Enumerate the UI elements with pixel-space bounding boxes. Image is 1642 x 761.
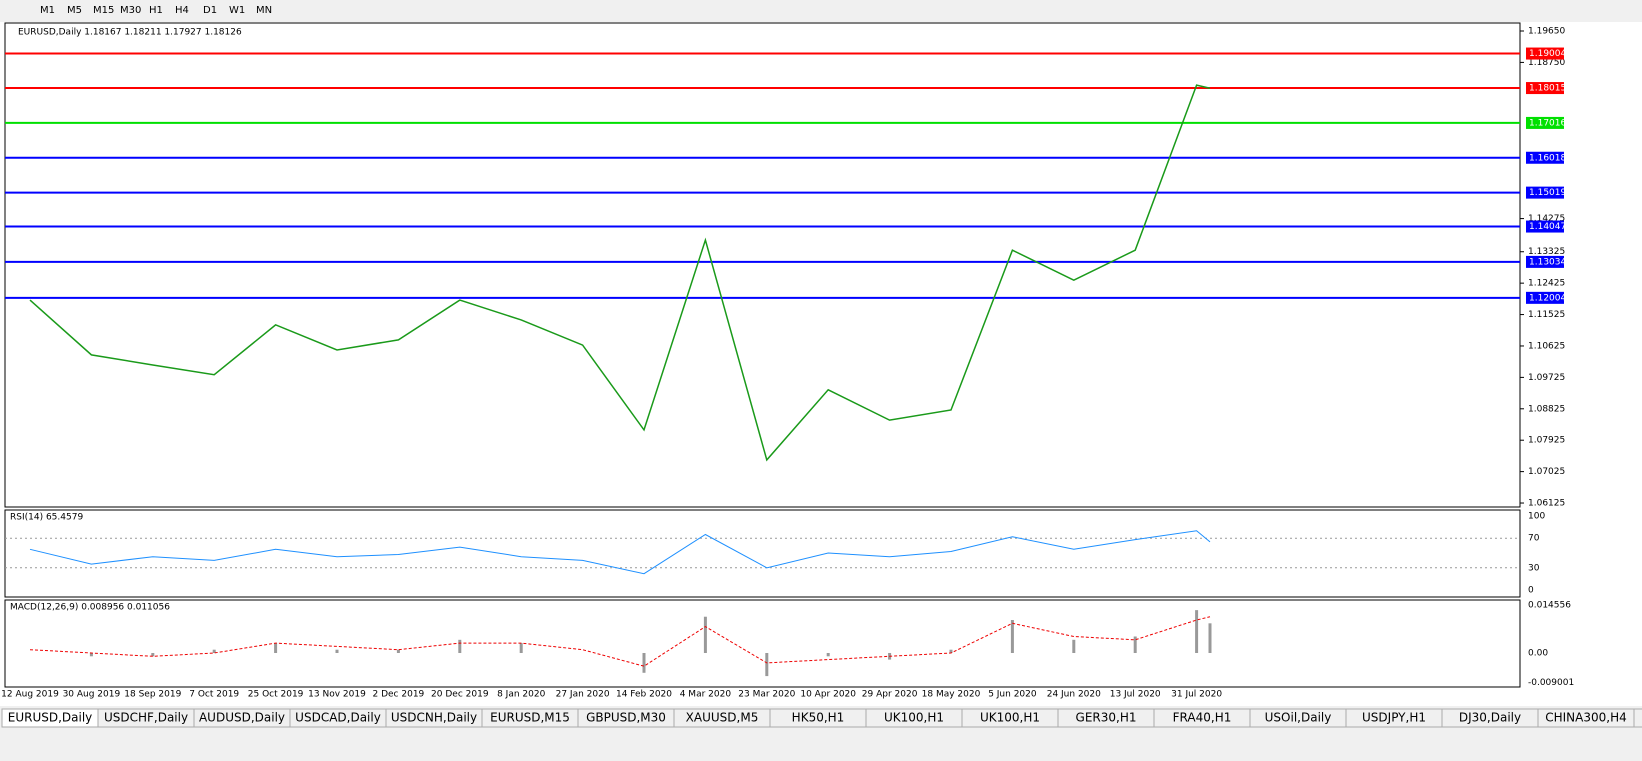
date-label: 8 Jan 2020 — [497, 690, 545, 700]
timeframe-button[interactable]: MN — [256, 5, 272, 16]
level-label: 1.18015 — [1529, 84, 1566, 94]
macd-panel — [4, 599, 1521, 688]
tab-label[interactable]: USOil,Daily — [1265, 711, 1332, 725]
date-label: 18 May 2020 — [922, 690, 981, 700]
rsi-header: RSI(14) 65.4579 — [10, 513, 83, 523]
date-label: 30 Aug 2019 — [63, 690, 121, 700]
date-label: 10 Apr 2020 — [800, 690, 856, 700]
price-tick-label: 1.11525 — [1528, 310, 1565, 320]
date-label: 12 Aug 2019 — [1, 690, 59, 700]
tab-label[interactable]: EURUSD,Daily — [8, 711, 93, 725]
level-label: 1.14047 — [1529, 222, 1566, 232]
rsi-tick-label: 0 — [1528, 586, 1534, 596]
tab-label[interactable]: HK50,H1 — [792, 711, 845, 725]
date-label: 5 Jun 2020 — [988, 690, 1037, 700]
level-label-box — [1526, 47, 1564, 60]
macd-header: MACD(12,26,9) 0.008956 0.011056 — [10, 603, 170, 613]
timeframe-button[interactable]: W1 — [229, 5, 245, 16]
timeframe-button[interactable]: H1 — [149, 5, 163, 16]
rsi-line — [29, 530, 1211, 575]
macd-tick-label: 0.00 — [1528, 649, 1548, 659]
date-label: 13 Nov 2019 — [308, 690, 366, 700]
rsi-tick-label: 100 — [1528, 512, 1545, 522]
price-tick-label: 1.10625 — [1528, 341, 1565, 351]
tab[interactable] — [1633, 708, 1642, 728]
level-label-box — [1526, 151, 1564, 164]
level-label-box — [1526, 291, 1564, 304]
tab-label[interactable]: USDCHF,Daily — [104, 711, 188, 725]
price-tick-label: 1.19650 — [1528, 27, 1565, 37]
tab-label[interactable]: DJ30,Daily — [1459, 711, 1521, 725]
price-tick-label: 1.08825 — [1528, 404, 1565, 414]
rsi-tick-label: 70 — [1528, 534, 1540, 544]
date-label: 23 Mar 2020 — [738, 690, 795, 700]
timeframe-button[interactable]: M15 — [93, 5, 114, 16]
timeframe-button[interactable]: D1 — [203, 5, 217, 16]
date-label: 7 Oct 2019 — [189, 690, 239, 700]
price-tick-label: 1.13325 — [1528, 247, 1565, 257]
tab-label[interactable]: FRA40,H1 — [1173, 711, 1232, 725]
macd-tick-label: -0.009001 — [1528, 678, 1574, 688]
level-label: 1.15019 — [1529, 188, 1566, 198]
rsi-panel — [4, 509, 1521, 598]
date-label: 4 Mar 2020 — [680, 690, 732, 700]
date-label: 2 Dec 2019 — [373, 690, 425, 700]
level-label-box — [1526, 82, 1564, 95]
tab-label[interactable]: GER30,H1 — [1076, 711, 1137, 725]
date-label: 14 Feb 2020 — [616, 690, 672, 700]
price-tick-label: 1.07025 — [1528, 467, 1565, 477]
price-tick-label: 1.06125 — [1528, 499, 1565, 509]
tab-label[interactable]: XAUUSD,M5 — [686, 711, 759, 725]
date-label: 29 Apr 2020 — [862, 690, 918, 700]
price-tick-label: 1.18750 — [1528, 58, 1565, 68]
tab-label[interactable]: UK100,H1 — [980, 711, 1040, 725]
date-label: 25 Oct 2019 — [248, 690, 304, 700]
chart-window — [0, 22, 1642, 706]
level-label: 1.12004 — [1529, 293, 1566, 303]
price-tick-label: 1.14275 — [1528, 214, 1565, 224]
tab-label[interactable]: USDCNH,Daily — [391, 711, 477, 725]
level-label-box — [1526, 220, 1564, 233]
date-label: 13 Jul 2020 — [1110, 690, 1161, 700]
tab-label[interactable]: USDCAD,Daily — [295, 711, 381, 725]
timeframe-button[interactable]: H4 — [175, 5, 189, 16]
chart-header: EURUSD,Daily 1.18167 1.18211 1.17927 1.1… — [18, 28, 242, 38]
level-label: 1.17016 — [1529, 118, 1566, 128]
macd-tick-label: 0.014556 — [1528, 600, 1571, 610]
tab-label[interactable]: GBPUSD,M30 — [586, 711, 666, 725]
rsi-tick-label: 30 — [1528, 563, 1540, 573]
date-label: 27 Jan 2020 — [556, 690, 610, 700]
level-label: 1.16018 — [1529, 153, 1566, 163]
level-label-box — [1526, 255, 1564, 268]
price-tick-label: 1.07925 — [1528, 436, 1565, 446]
tab-label[interactable]: AUDUSD,Daily — [199, 711, 285, 725]
tab-label[interactable]: CHINA300,H4 — [1545, 711, 1627, 725]
macd-signal — [29, 616, 1211, 667]
price-tick-label: 1.09725 — [1528, 373, 1565, 383]
timeframe-button[interactable]: M30 — [120, 5, 141, 16]
timeframe-button[interactable]: M5 — [67, 5, 82, 16]
date-label: 31 Jul 2020 — [1171, 690, 1222, 700]
level-label: 1.19004 — [1529, 49, 1566, 59]
timeframe-button[interactable]: M1 — [40, 5, 55, 16]
tab-label[interactable]: UK100,H1 — [884, 711, 944, 725]
level-label: 1.13034 — [1529, 257, 1566, 267]
date-label: 24 Jun 2020 — [1047, 690, 1101, 700]
date-label: 18 Sep 2019 — [124, 690, 181, 700]
tab-label[interactable]: USDJPY,H1 — [1362, 711, 1426, 725]
level-label-box — [1526, 186, 1564, 199]
tab-label[interactable]: EURUSD,M15 — [490, 711, 570, 725]
level-label-box — [1526, 116, 1564, 129]
main-panel — [4, 22, 1521, 508]
toolbar — [0, 0, 1642, 20]
price-line — [29, 84, 1211, 462]
date-label: 20 Dec 2019 — [431, 690, 489, 700]
price-tick-label: 1.12425 — [1528, 279, 1565, 289]
